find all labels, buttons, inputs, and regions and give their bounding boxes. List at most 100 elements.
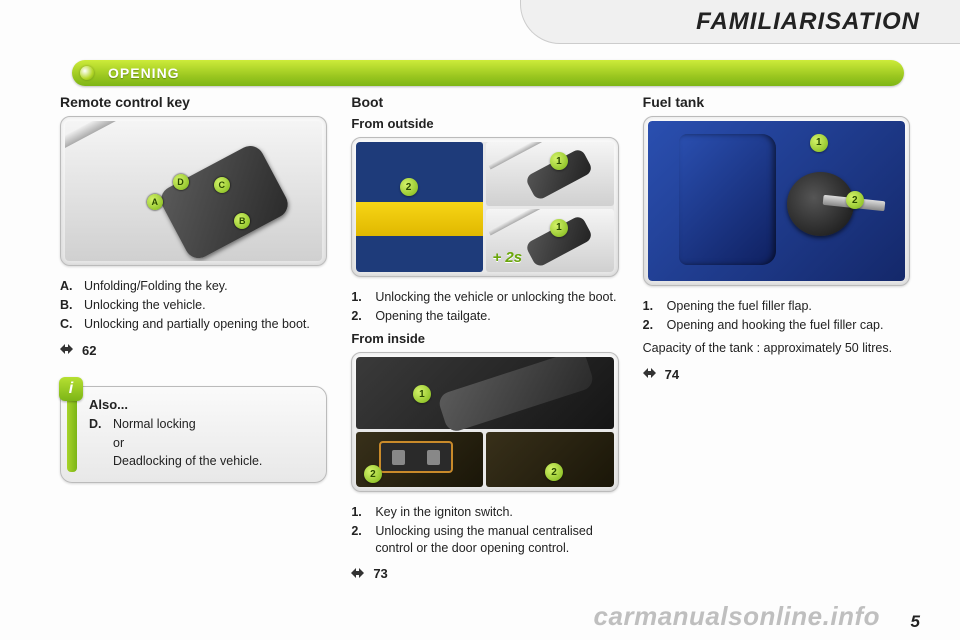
banner-dot-icon	[80, 66, 94, 80]
info-box: i Also... D. Normal locking or Deadlocki…	[60, 386, 327, 484]
item-text: Unlocking using the manual centralised c…	[375, 523, 618, 557]
item-text: Opening the tailgate.	[375, 308, 618, 325]
item-text: Opening and hooking the fuel filler cap.	[667, 317, 910, 334]
list-item: D. Normal locking	[89, 416, 316, 433]
door-handle-cell: 2	[486, 432, 613, 487]
item-text: Unlocking the vehicle or unlocking the b…	[375, 289, 618, 306]
item-label: 1.	[351, 289, 375, 306]
info-title: Also...	[89, 397, 316, 412]
col3-title: Fuel tank	[643, 94, 910, 110]
badge-1b: 1	[550, 219, 568, 237]
item-text: Opening the fuel filler flap.	[667, 298, 910, 315]
fuel-tank-illustration: 1 2	[648, 121, 905, 281]
list-item: 1. Key in the igniton switch.	[351, 504, 618, 521]
col2-sub-inside: From inside	[351, 331, 618, 346]
mini-blade-icon	[489, 142, 543, 169]
page-ref: 62	[60, 343, 327, 358]
badge-2: 2	[400, 178, 418, 196]
boot-outside-car: 2	[356, 142, 483, 272]
badge-2c: 2	[545, 463, 563, 481]
boot-outside-figure: 1 2 1 + 2s	[351, 137, 618, 277]
list-item: 2. Opening the tailgate.	[351, 308, 618, 325]
badge-1: 1	[550, 152, 568, 170]
ref-arrow-icon	[643, 367, 659, 381]
ref-number: 74	[665, 367, 679, 382]
col-remote-key: Remote control key D C A B A. Unfolding/…	[60, 94, 327, 581]
col2-sub-outside: From outside	[351, 116, 618, 131]
info-green-bar	[67, 397, 77, 473]
item-label: 2.	[351, 523, 375, 557]
item-label: D.	[89, 416, 113, 433]
boot-inside-figure: 1 2 2	[351, 352, 618, 492]
item-label	[89, 435, 113, 452]
item-label: 1.	[351, 504, 375, 521]
mini-blade-icon	[489, 209, 543, 236]
item-label: 1.	[643, 298, 667, 315]
key-blade-icon	[65, 121, 143, 162]
item-text: or	[113, 435, 316, 452]
item-label: C.	[60, 316, 84, 333]
list-item: 2. Opening and hooking the fuel filler c…	[643, 317, 910, 334]
section-title: FAMILIARISATION	[696, 8, 920, 36]
boot-outside-key-top: 1	[486, 142, 613, 206]
badge-2b: 2	[364, 465, 382, 483]
list-item: Deadlocking of the vehicle.	[89, 453, 316, 470]
ignition-cell: 1	[356, 357, 613, 429]
col-boot: Boot From outside 1 2	[351, 94, 618, 581]
key-label-a: A	[147, 194, 163, 210]
item-label: B.	[60, 297, 84, 314]
list-item: or	[89, 435, 316, 452]
col1-title: Remote control key	[60, 94, 327, 110]
item-label	[89, 453, 113, 470]
ref-arrow-icon	[60, 343, 76, 357]
list-item: B. Unlocking the vehicle.	[60, 297, 327, 314]
badge-1d: 1	[810, 134, 828, 152]
list-item: 1. Unlocking the vehicle or unlocking th…	[351, 289, 618, 306]
item-text: Unfolding/Folding the key.	[84, 278, 327, 295]
watermark-text: carmanualsonline.info	[594, 601, 880, 632]
capacity-text: Capacity of the tank : approximately 50 …	[643, 340, 910, 357]
ref-number: 73	[373, 566, 387, 581]
item-label: 2.	[351, 308, 375, 325]
list-item: C. Unlocking and partially opening the b…	[60, 316, 327, 333]
item-text: Unlocking and partially opening the boot…	[84, 316, 327, 333]
key-label-d: D	[173, 174, 189, 190]
item-text: Deadlocking of the vehicle.	[113, 453, 316, 470]
fuel-bg: 1 2	[648, 121, 905, 281]
col-fuel-tank: Fuel tank 1 2 1. Opening the fuel filler…	[643, 94, 910, 581]
ref-number: 62	[82, 343, 96, 358]
list-item: 2. Unlocking using the manual centralise…	[351, 523, 618, 557]
boot-outside-illustration: 1 2 1 + 2s	[356, 142, 613, 272]
remote-key-figure: D C A B	[60, 116, 327, 266]
info-icon: i	[59, 377, 83, 401]
item-text: Unlocking the vehicle.	[84, 297, 327, 314]
ref-arrow-icon	[351, 567, 367, 581]
col2-title: Boot	[351, 94, 618, 110]
list-item: A. Unfolding/Folding the key.	[60, 278, 327, 295]
page-ref: 74	[643, 367, 910, 382]
remote-key-illustration: D C A B	[65, 121, 322, 261]
item-text: Key in the igniton switch.	[375, 504, 618, 521]
opening-banner: OPENING	[72, 60, 904, 86]
page-number: 5	[911, 612, 920, 632]
item-label: A.	[60, 278, 84, 295]
car-stripe	[356, 202, 483, 236]
opening-banner-text: OPENING	[108, 65, 180, 81]
boot-outside-key-bottom: 1 + 2s	[486, 209, 613, 273]
badge-1c: 1	[413, 385, 431, 403]
key-inserted-icon	[436, 357, 595, 434]
info-content: Also... D. Normal locking or Deadlocking…	[89, 397, 316, 471]
boot-inside-illustration: 1 2 2	[356, 357, 613, 487]
page: FAMILIARISATION OPENING Remote control k…	[0, 0, 960, 640]
page-ref: 73	[351, 566, 618, 581]
central-lock-button-icon	[379, 441, 453, 473]
list-item: 1. Opening the fuel filler flap.	[643, 298, 910, 315]
item-label: 2.	[643, 317, 667, 334]
columns: Remote control key D C A B A. Unfolding/…	[60, 94, 910, 581]
key-label-c: C	[214, 177, 230, 193]
fuel-flap-icon	[679, 134, 777, 265]
fuel-tank-figure: 1 2	[643, 116, 910, 286]
plus-2s-label: + 2s	[492, 249, 522, 266]
key-body-icon	[156, 141, 293, 261]
item-text: Normal locking	[113, 416, 316, 433]
